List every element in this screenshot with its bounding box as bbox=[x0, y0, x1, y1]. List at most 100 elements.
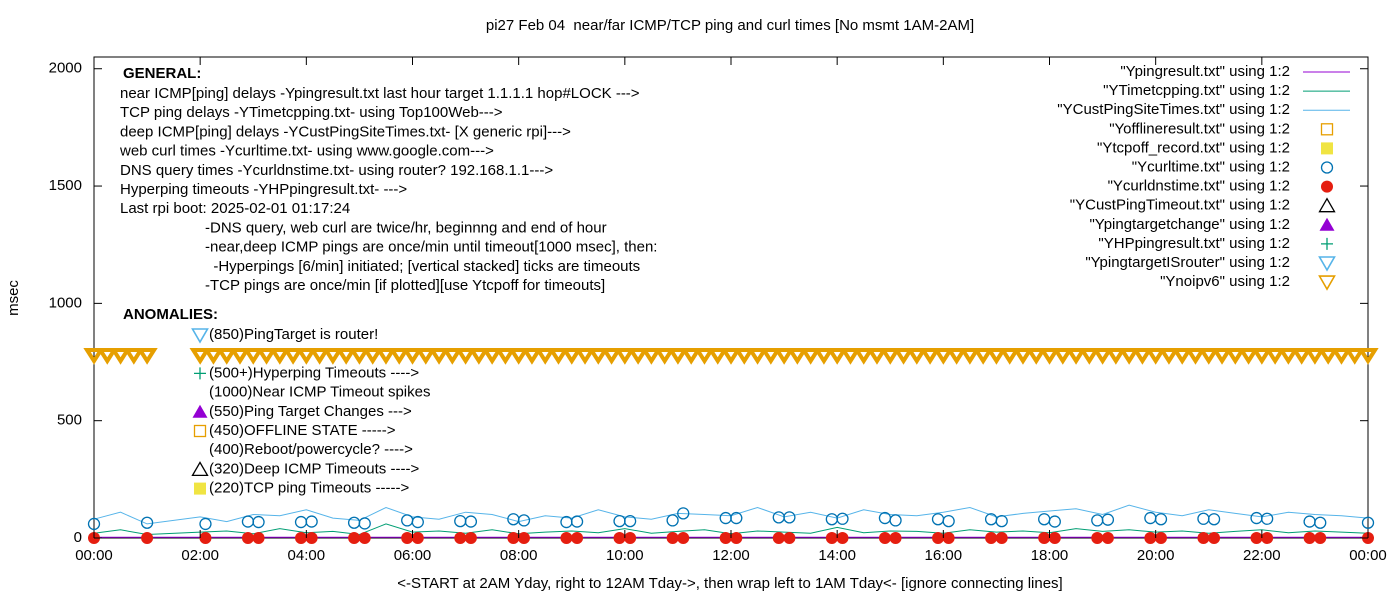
data-point bbox=[879, 347, 901, 365]
x-axis-label: <-START at 2AM Yday, right to 12AM Tday-… bbox=[397, 575, 1062, 592]
data-point bbox=[666, 532, 679, 544]
legend-marker bbox=[1320, 161, 1334, 174]
data-point bbox=[428, 347, 450, 365]
data-point bbox=[719, 532, 732, 544]
legend-marker bbox=[1320, 123, 1334, 136]
anomaly-line: (550)Ping Target Changes ---> bbox=[209, 403, 412, 420]
data-point bbox=[931, 513, 945, 526]
data-point bbox=[1314, 532, 1327, 544]
data-point bbox=[295, 347, 317, 365]
note-line: deep ICMP[ping] delays -YCustPingSiteTim… bbox=[120, 123, 571, 140]
data-point bbox=[985, 347, 1008, 365]
data-point bbox=[667, 347, 689, 365]
legend-label: "Ynoipv6" using 1:2 bbox=[1160, 273, 1290, 290]
data-point bbox=[1260, 512, 1274, 525]
data-point bbox=[1211, 347, 1233, 365]
data-point bbox=[1171, 347, 1193, 365]
data-point bbox=[654, 347, 676, 365]
data-point bbox=[401, 347, 424, 365]
data-point bbox=[1091, 347, 1114, 365]
data-point bbox=[730, 532, 743, 544]
data-point bbox=[707, 347, 729, 365]
note-line: -near,deep ICMP pings are once/min until… bbox=[205, 239, 657, 256]
data-point bbox=[866, 347, 888, 365]
data-point bbox=[772, 511, 785, 524]
data-point bbox=[136, 347, 158, 365]
data-point bbox=[772, 532, 785, 544]
data-point bbox=[358, 517, 371, 530]
notes-heading: ANOMALIES: bbox=[123, 306, 218, 323]
x-tick-label: 04:00 bbox=[288, 547, 326, 564]
legend-marker bbox=[1321, 237, 1333, 250]
data-point bbox=[680, 347, 702, 365]
data-point bbox=[547, 347, 570, 365]
x-tick-label: 00:00 bbox=[1349, 547, 1387, 564]
note-line: TCP ping delays -YTimetcpping.txt- using… bbox=[120, 104, 503, 121]
anomaly-line: (450)OFFLINE STATE -----> bbox=[209, 422, 396, 439]
series-line bbox=[93, 504, 1369, 525]
note-line: web curl times -Ycurltime.txt- using www… bbox=[119, 143, 494, 160]
data-point bbox=[1303, 532, 1316, 544]
data-point bbox=[348, 532, 361, 544]
data-point bbox=[825, 513, 839, 526]
legend-marker bbox=[1318, 256, 1336, 272]
data-point bbox=[468, 347, 490, 365]
data-point bbox=[561, 347, 583, 365]
anomaly-line: (500+)Hyperping Timeouts ----> bbox=[209, 364, 419, 381]
data-point bbox=[627, 347, 649, 365]
data-point bbox=[560, 532, 573, 544]
data-point bbox=[1091, 532, 1104, 544]
anomaly-icon bbox=[194, 367, 206, 380]
data-point bbox=[571, 532, 584, 544]
notes-heading: GENERAL: bbox=[123, 65, 201, 82]
note-line: Last rpi boot: 2025-02-01 01:17:24 bbox=[120, 200, 350, 217]
data-point bbox=[1065, 347, 1087, 365]
data-point bbox=[773, 347, 795, 365]
data-point bbox=[481, 347, 503, 365]
data-point bbox=[985, 532, 998, 544]
data-point bbox=[878, 511, 892, 525]
x-tick-label: 20:00 bbox=[1137, 547, 1175, 564]
data-point bbox=[1154, 513, 1168, 526]
data-point bbox=[216, 347, 238, 365]
legend-label: "YTimetcpping.txt" using 1:2 bbox=[1103, 82, 1290, 99]
data-point bbox=[252, 532, 265, 544]
data-point bbox=[1052, 347, 1074, 365]
data-point bbox=[242, 347, 264, 365]
data-point bbox=[1158, 347, 1180, 365]
data-point bbox=[507, 532, 520, 544]
series-line bbox=[93, 523, 1369, 536]
legend-marker bbox=[1318, 275, 1336, 291]
data-point bbox=[836, 512, 849, 525]
data-point bbox=[123, 347, 145, 365]
data-point bbox=[1145, 347, 1167, 365]
data-point bbox=[587, 347, 609, 365]
data-point bbox=[401, 532, 414, 544]
data-point bbox=[677, 507, 690, 520]
data-point bbox=[464, 515, 478, 528]
data-point bbox=[906, 347, 928, 365]
data-point bbox=[825, 532, 838, 544]
data-point bbox=[719, 511, 732, 525]
y-tick-label: 1000 bbox=[49, 294, 82, 311]
data-point bbox=[454, 514, 467, 528]
data-point bbox=[1091, 514, 1104, 527]
data-point bbox=[1317, 347, 1339, 365]
anomaly-line: (400)Reboot/powercycle? ----> bbox=[209, 441, 413, 458]
data-point bbox=[1144, 511, 1157, 525]
data-point bbox=[517, 514, 531, 527]
data-point bbox=[1344, 347, 1366, 365]
data-point bbox=[1197, 532, 1210, 544]
data-point bbox=[1131, 347, 1154, 365]
data-point bbox=[1144, 532, 1157, 544]
data-point bbox=[454, 532, 467, 544]
legend-label: "YCustPingSiteTimes.txt" using 1:2 bbox=[1057, 101, 1290, 118]
data-point bbox=[362, 347, 384, 365]
data-point bbox=[1277, 347, 1300, 365]
data-point bbox=[305, 515, 318, 528]
data-point bbox=[623, 514, 637, 528]
data-point bbox=[1207, 513, 1221, 526]
data-point bbox=[1012, 347, 1034, 365]
note-line: Hyperping timeouts -YHPpingresult.txt- -… bbox=[120, 181, 407, 198]
data-point bbox=[942, 514, 955, 528]
